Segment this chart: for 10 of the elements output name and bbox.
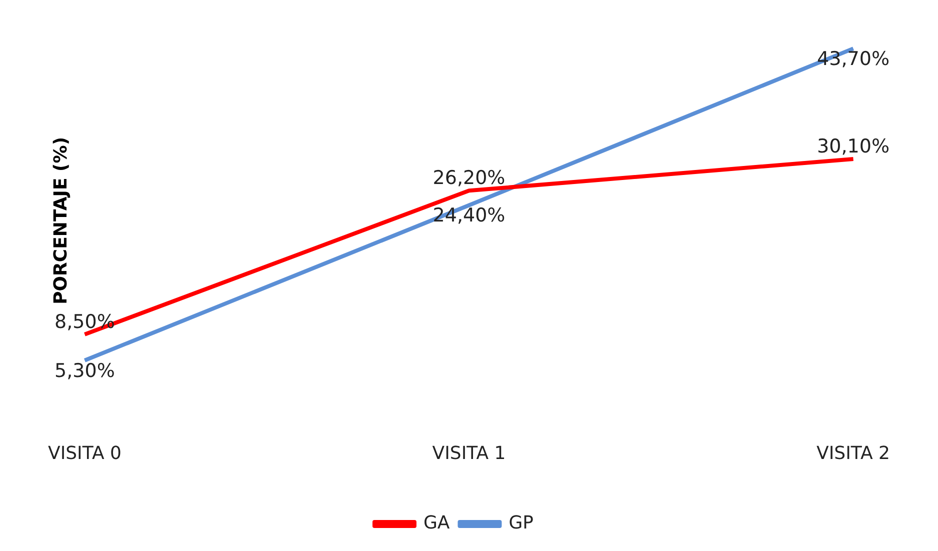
data-label: 26,20% — [432, 167, 506, 190]
data-label: 30,10% — [817, 135, 890, 158]
data-label: 5,30% — [54, 360, 115, 382]
y-axis-title: PORCENTAJE (%) — [50, 136, 72, 304]
x-tick-label: VISITA 1 — [432, 442, 506, 464]
x-tick-label: VISITA 2 — [816, 442, 890, 464]
legend-label: GA — [423, 512, 450, 534]
x-tick-label: VISITA 0 — [48, 442, 122, 464]
legend-label: GP — [508, 512, 534, 534]
data-label: 8,50% — [54, 310, 115, 333]
